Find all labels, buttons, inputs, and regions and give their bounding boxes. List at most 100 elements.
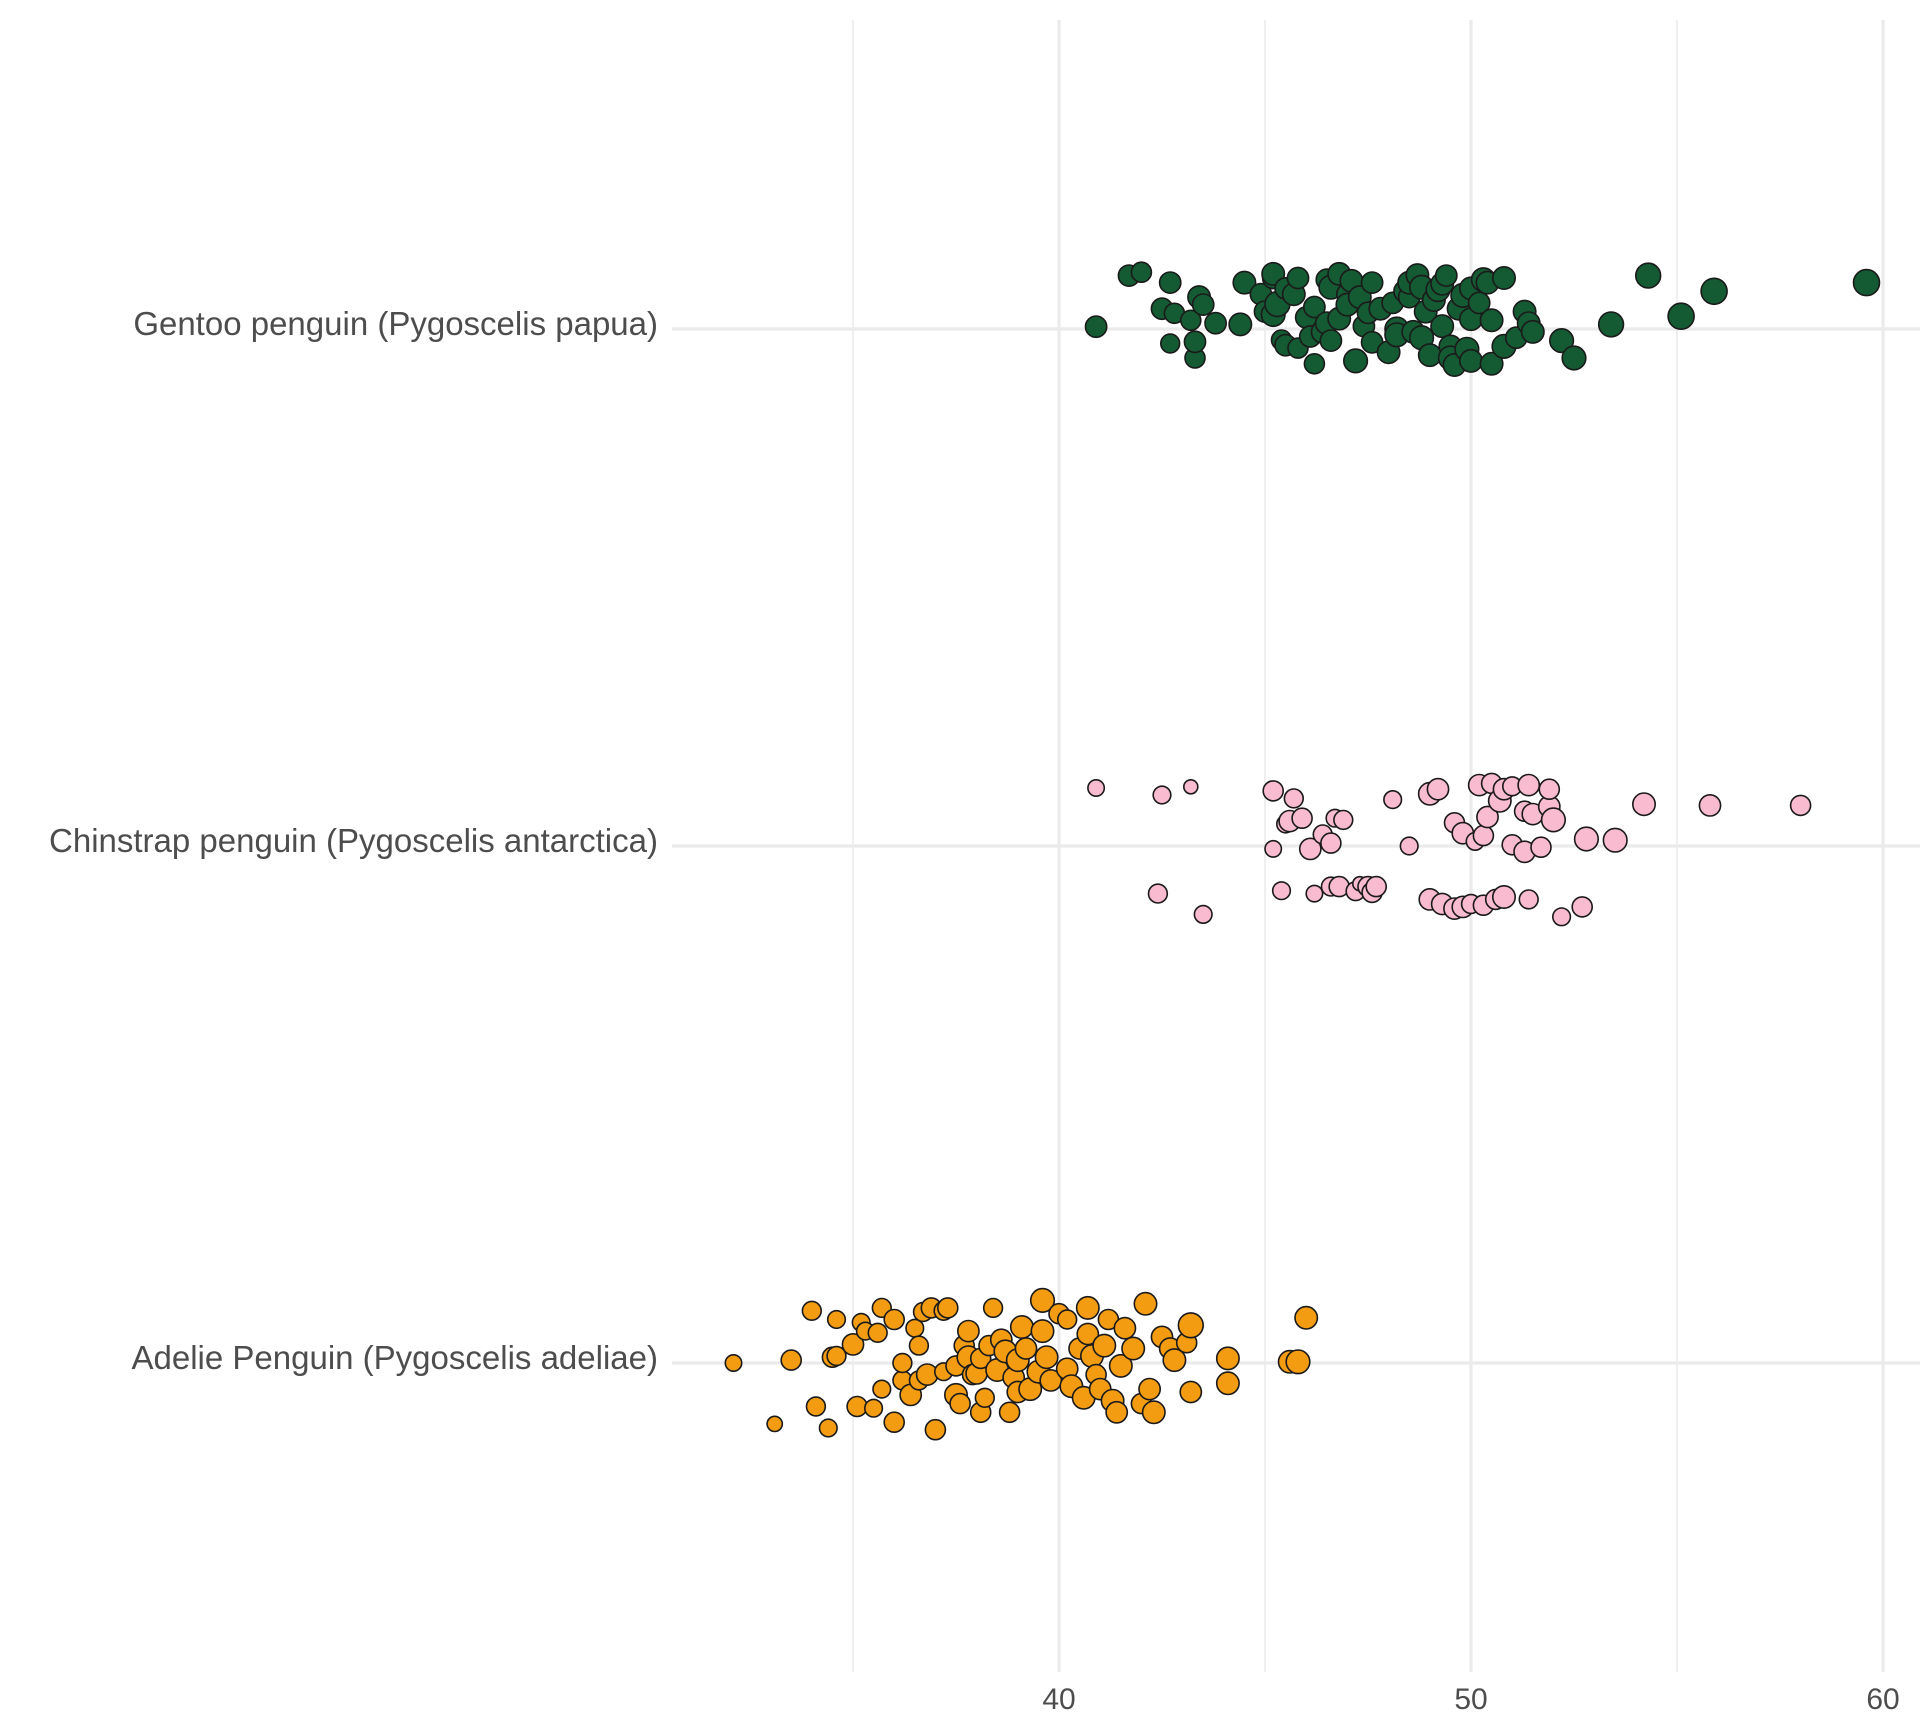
point-gentoo-75 <box>1467 291 1491 315</box>
point-gentoo-90 <box>1667 302 1695 331</box>
point-adelie-8 <box>826 1345 847 1367</box>
point-chinstrap-15 <box>1320 832 1342 854</box>
point-adelie-16 <box>872 1379 892 1399</box>
point-gentoo-7 <box>1180 309 1202 332</box>
point-adelie-52 <box>1009 1315 1034 1340</box>
point-chinstrap-61 <box>1632 792 1657 817</box>
point-adelie-34 <box>949 1392 971 1415</box>
point-adelie-89 <box>1215 1371 1240 1396</box>
point-gentoo-30 <box>1303 295 1326 319</box>
point-chinstrap-12 <box>1298 837 1322 861</box>
point-adelie-4 <box>805 1396 827 1417</box>
point-chinstrap-11 <box>1291 807 1313 830</box>
point-adelie-81 <box>1141 1400 1166 1425</box>
point-adelie-53 <box>1014 1337 1038 1360</box>
point-gentoo-4 <box>1158 271 1182 295</box>
point-gentoo-92 <box>1852 268 1881 297</box>
point-chinstrap-0 <box>1087 778 1106 797</box>
point-chinstrap-60 <box>1602 827 1628 853</box>
point-adelie-10 <box>846 1395 868 1418</box>
point-adelie-84 <box>1162 1348 1187 1373</box>
point-chinstrap-40 <box>1476 805 1499 829</box>
point-chinstrap-55 <box>1538 778 1561 801</box>
point-chinstrap-58 <box>1571 896 1593 918</box>
point-adelie-37 <box>957 1319 980 1343</box>
x-tick-label-60: 60 <box>1866 1683 1899 1716</box>
y-tick-label-adelie: Adelie Penguin (Pygoscelis adeliae) <box>132 1339 659 1376</box>
point-chinstrap-7 <box>1271 881 1292 901</box>
point-chinstrap-56 <box>1540 807 1566 833</box>
point-adelie-57 <box>1029 1287 1056 1313</box>
point-gentoo-41 <box>1342 348 1369 374</box>
point-gentoo-74 <box>1459 348 1484 373</box>
point-gentoo-11 <box>1191 293 1215 317</box>
point-adelie-92 <box>1294 1305 1319 1330</box>
point-gentoo-86 <box>1548 328 1575 354</box>
point-adelie-1 <box>766 1415 784 1433</box>
grid-major-y <box>672 327 1920 1365</box>
point-gentoo-35 <box>1319 329 1343 353</box>
points-layer <box>724 261 1881 1441</box>
point-chinstrap-59 <box>1573 826 1599 852</box>
point-gentoo-91 <box>1700 277 1728 306</box>
point-chinstrap-3 <box>1183 778 1199 795</box>
point-chinstrap-13 <box>1305 884 1324 903</box>
point-adelie-56 <box>1030 1319 1055 1344</box>
point-chinstrap-4 <box>1193 904 1213 925</box>
point-chinstrap-26 <box>1399 836 1419 856</box>
point-adelie-87 <box>1179 1380 1203 1404</box>
point-adelie-58 <box>1034 1345 1059 1370</box>
point-gentoo-85 <box>1520 319 1545 344</box>
point-adelie-44 <box>982 1297 1004 1319</box>
point-gentoo-25 <box>1286 266 1310 290</box>
point-adelie-76 <box>1113 1316 1137 1340</box>
point-chinstrap-63 <box>1789 794 1812 817</box>
point-adelie-91 <box>1285 1349 1311 1375</box>
point-adelie-66 <box>1076 1322 1100 1346</box>
point-adelie-20 <box>892 1352 913 1374</box>
point-gentoo-88 <box>1597 311 1625 338</box>
point-chinstrap-25 <box>1383 789 1403 810</box>
point-adelie-28 <box>924 1418 947 1441</box>
point-gentoo-60 <box>1417 343 1442 368</box>
point-gentoo-14 <box>1232 270 1257 295</box>
point-adelie-24 <box>908 1335 930 1356</box>
x-tick-label-50: 50 <box>1454 1683 1487 1716</box>
point-chinstrap-53 <box>1530 836 1552 859</box>
point-adelie-88 <box>1215 1346 1240 1371</box>
point-chinstrap-57 <box>1551 907 1572 927</box>
point-chinstrap-45 <box>1492 884 1517 909</box>
point-chinstrap-50 <box>1517 773 1541 797</box>
y-tick-label-chinstrap: Chinstrap penguin (Pygoscelis antarctica… <box>49 822 658 859</box>
point-adelie-62 <box>1056 1309 1078 1330</box>
point-adelie-5 <box>818 1418 838 1438</box>
point-chinstrap-62 <box>1698 794 1722 817</box>
point-chinstrap-5 <box>1264 839 1283 858</box>
point-gentoo-65 <box>1434 264 1458 288</box>
point-chinstrap-51 <box>1518 889 1539 910</box>
point-gentoo-13 <box>1228 312 1253 337</box>
point-gentoo-81 <box>1492 265 1517 290</box>
point-adelie-3 <box>801 1300 822 1322</box>
point-gentoo-79 <box>1479 308 1504 333</box>
point-adelie-79 <box>1133 1291 1158 1316</box>
point-gentoo-29 <box>1303 352 1326 375</box>
point-adelie-67 <box>1075 1295 1100 1320</box>
point-gentoo-0 <box>1084 315 1108 339</box>
point-adelie-2 <box>780 1349 803 1371</box>
point-adelie-9 <box>841 1333 865 1356</box>
point-chinstrap-10 <box>1283 788 1305 809</box>
point-gentoo-89 <box>1634 262 1662 289</box>
point-adelie-75 <box>1108 1353 1133 1378</box>
point-gentoo-64 <box>1430 314 1455 339</box>
point-chinstrap-29 <box>1426 777 1450 801</box>
point-adelie-0 <box>724 1354 743 1373</box>
y-tick-label-gentoo: Gentoo penguin (Pygoscelis papua) <box>133 305 658 342</box>
point-adelie-48 <box>998 1401 1021 1424</box>
point-chinstrap-2 <box>1152 785 1172 805</box>
x-tick-label-40: 40 <box>1042 1683 1075 1716</box>
point-gentoo-46 <box>1360 271 1384 295</box>
point-gentoo-5 <box>1159 333 1181 354</box>
point-adelie-22 <box>905 1318 925 1338</box>
point-adelie-74 <box>1105 1400 1129 1424</box>
